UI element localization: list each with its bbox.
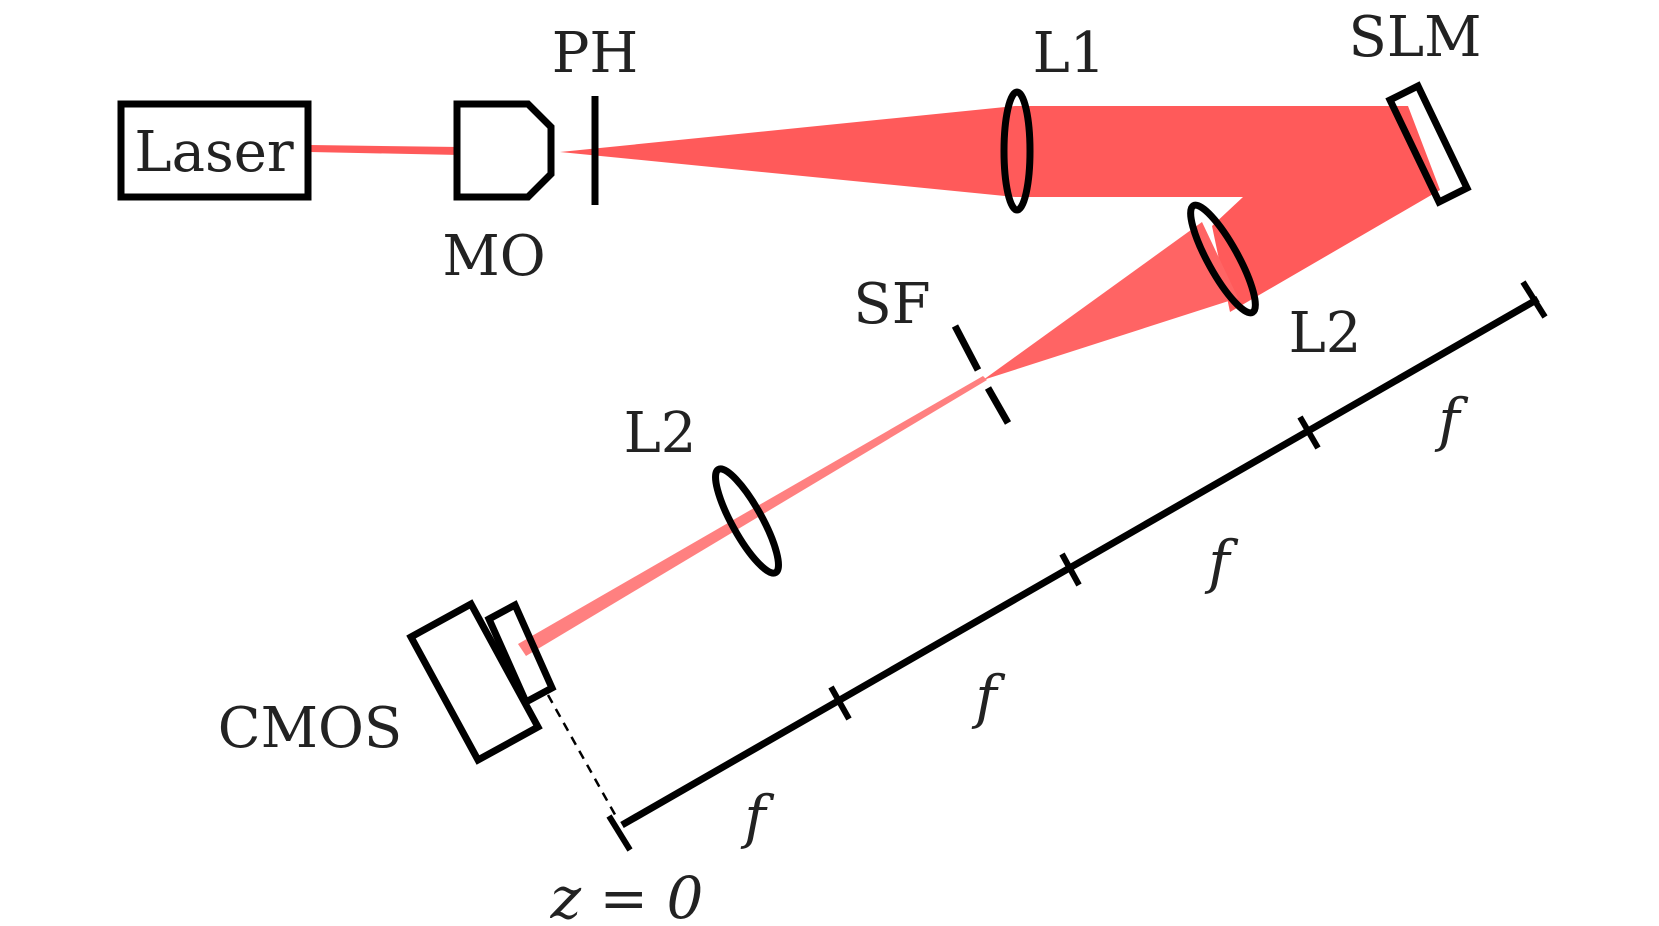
lens-l2-lower: L2 xyxy=(624,401,782,577)
microscope-objective: MO xyxy=(442,100,555,289)
beam-laser-to-mo xyxy=(310,145,460,155)
l2-lower-label: L2 xyxy=(624,401,697,466)
distance-label-2: f xyxy=(971,663,1006,731)
laser-label: Laser xyxy=(134,120,293,185)
pinhole: PH xyxy=(552,21,639,205)
beam-l2-to-sf xyxy=(983,222,1238,380)
beam-l1-to-slm-to-l2 xyxy=(1015,106,1440,312)
tick-f1 xyxy=(828,685,852,721)
spatial-filter: SF xyxy=(853,272,1012,425)
slm: SLM xyxy=(1349,5,1482,207)
tick-f4 xyxy=(1520,280,1548,319)
beam-ph-to-l1 xyxy=(560,106,1015,197)
l2-upper-label: L2 xyxy=(1289,301,1362,366)
distance-label-3: f xyxy=(1204,528,1239,596)
mo-label: MO xyxy=(442,224,545,289)
scale-axis xyxy=(620,295,1540,829)
distance-label-4: f xyxy=(1434,386,1469,454)
cmos-label: CMOS xyxy=(218,696,402,761)
tick-f2 xyxy=(1059,552,1082,587)
cmos-camera: CMOS xyxy=(218,599,557,765)
laser-source: Laser xyxy=(117,100,312,201)
l1-label: L1 xyxy=(1033,21,1106,86)
sensor-plane-dashed-line xyxy=(546,694,620,821)
distance-scale: f f f f z = 0 xyxy=(546,280,1548,926)
lens-l2-upper: L2 xyxy=(1187,201,1362,366)
slm-label: SLM xyxy=(1349,5,1482,70)
lens-l1: L1 xyxy=(1000,21,1106,214)
distance-label-1: f xyxy=(740,783,775,851)
z0-label: z = 0 xyxy=(550,864,704,926)
beam-path xyxy=(310,106,1440,656)
sf-label: SF xyxy=(853,272,930,337)
tick-f3 xyxy=(1297,415,1321,450)
tick-z0 xyxy=(606,814,633,852)
beam-sf-to-cmos xyxy=(518,376,987,656)
ph-label: PH xyxy=(552,21,639,86)
